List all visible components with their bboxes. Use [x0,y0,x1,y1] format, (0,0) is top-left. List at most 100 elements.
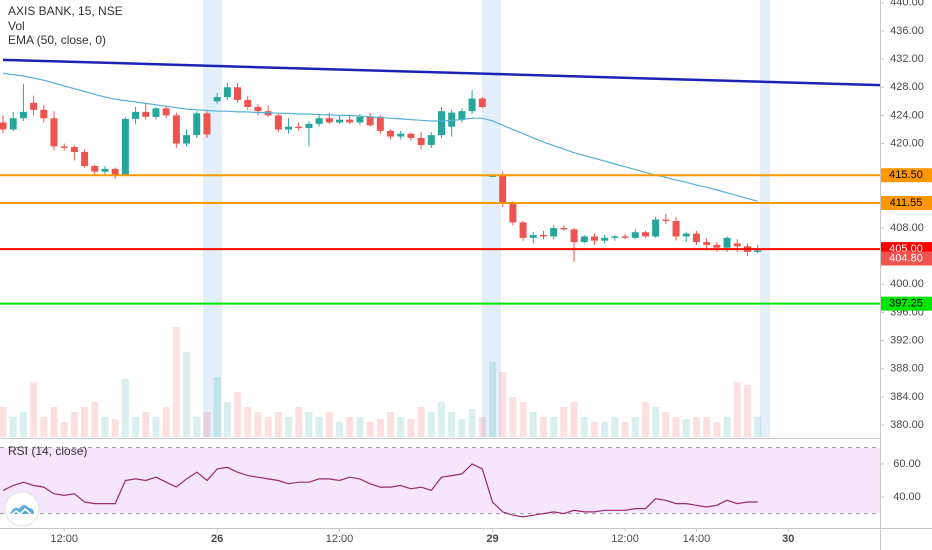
rsi-legend: RSI (14, close) [8,444,87,458]
volume-bar [448,412,456,437]
volume-bar [244,407,252,437]
volume-bar [40,417,48,437]
candle-body [682,233,690,237]
volume-bar [203,412,211,437]
y-tick-label: 392.00 [890,334,924,346]
candle-body [40,109,48,119]
volume-bar [621,422,629,437]
y-tick-label: 380.00 [890,419,924,431]
volume-bar [223,402,231,437]
price-badge-label: 397.25 [889,298,923,310]
candle-body [590,236,598,241]
candle-body [183,135,191,144]
volume-bar [387,412,395,437]
volume-bar [274,412,282,437]
candle-body [366,116,374,126]
volume-bar [733,382,741,437]
candle-body [468,98,476,112]
volume-bar [264,417,272,437]
candle-body [336,119,344,123]
candle-body [0,122,7,130]
candle-body [356,116,364,123]
volume-bar [478,417,486,437]
volume-bar [193,417,201,437]
candle-body [438,111,445,136]
y-tick-label: 420.00 [890,137,924,149]
ema-legend: EMA (50, close, 0) [8,33,106,47]
volume-bar [703,417,711,437]
candle-body [397,133,405,137]
candle-body [427,135,435,145]
symbol-title: AXIS BANK, 15, NSE [8,4,123,18]
candle-body [70,147,78,152]
volume-bar [91,402,99,437]
volume-bar [336,422,344,437]
volume-bar [560,407,568,437]
volume-bar [601,422,609,437]
volume-bar [183,352,191,437]
candle-body [172,115,180,144]
volume-legend: Vol [8,19,25,33]
candle-body [91,166,99,172]
volume-bar [662,412,670,437]
candle-body [488,175,496,177]
candle-body [499,174,507,203]
volume-bar [580,417,588,437]
x-tick-label: 12:00 [611,533,639,545]
volume-bar [285,417,293,437]
candle-body [448,112,456,127]
volume-bar [550,417,558,437]
candle-body [254,106,262,112]
price-badge [881,196,932,211]
x-tick-label: 29 [486,533,498,545]
candle-body [692,233,700,243]
volume-bar [315,417,323,437]
volume-bar [468,409,476,437]
candle-body [703,242,711,245]
candle-body [621,236,629,238]
volume-bar [111,419,119,437]
volume-bar [590,422,598,437]
volume-bar [121,379,129,437]
rsi-band-fill [0,448,880,513]
session-highlight [482,0,501,437]
price-badge [881,168,932,183]
volume-bar [162,407,170,437]
x-tick-label: 14:00 [683,533,711,545]
volume-bar [672,417,680,437]
volume-bar [427,412,435,437]
volume-bar [132,417,140,437]
candle-body [662,219,670,221]
x-tick-label: 26 [211,533,223,545]
y-tick-label: 408.00 [890,222,924,234]
candle-body [132,111,140,119]
volume-bar [723,417,731,437]
candle-body [529,235,537,238]
y-tick-label: 384.00 [890,391,924,403]
candle-body [539,235,547,237]
volume-bar [611,417,619,437]
price-badge [881,296,932,311]
candle-body [519,222,527,238]
price-badge [881,251,932,266]
volume-bar [417,407,425,437]
volume-bar [743,385,751,437]
candle-body [203,113,211,135]
x-tick-label: 30 [782,533,794,545]
candle-body [285,126,293,130]
y-tick-label: 388.00 [890,363,924,375]
volume-bar [30,382,38,437]
candle-body [713,244,721,248]
candle-body [234,87,242,100]
volume-bar [488,362,496,437]
volume-bar [458,419,466,437]
candle-body [81,152,89,167]
volume-bar [713,422,721,437]
volume-bar [70,412,78,437]
candle-body [580,236,588,243]
price-badge-label: 404.80 [889,252,923,264]
volume-bar [519,402,527,437]
candle-body [19,111,27,119]
trendline [2,58,881,87]
candle-body [152,108,160,117]
